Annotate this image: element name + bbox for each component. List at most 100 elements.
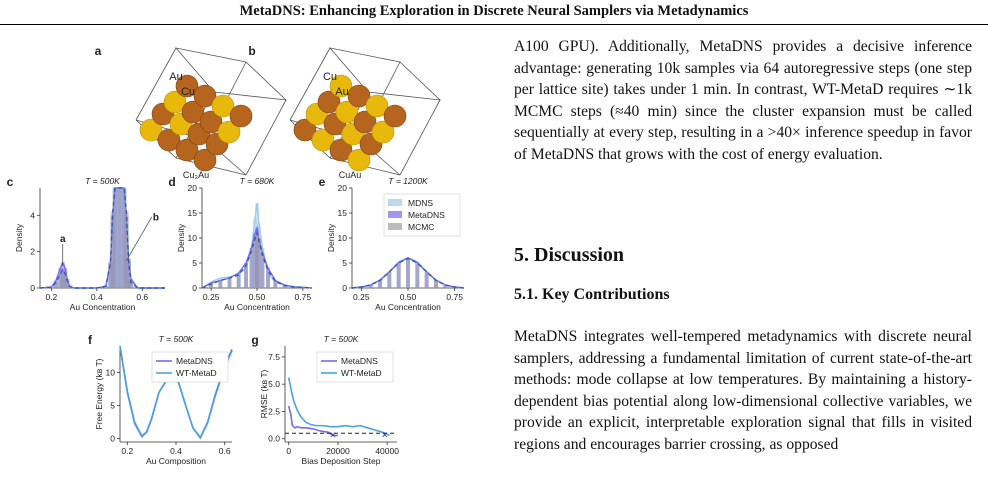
panel-a-structure-label-2: Cu [181, 86, 195, 98]
panel-c-bar-mdns [53, 282, 59, 288]
panel-d-bar-metadns [218, 280, 223, 288]
panel-c-bar-metadns [53, 280, 59, 288]
panel-d-y-tick-label: 0 [192, 283, 197, 293]
panel-e-legend-swatch [388, 211, 402, 218]
section-heading: 5. Discussion [514, 244, 625, 266]
panel-d-title: T = 680K [240, 176, 275, 186]
panel-b-structure-cu-atom [383, 104, 407, 128]
panel-g-y-tick-label: 0.0 [268, 434, 280, 444]
panel-g-x-tick-label: 0 [286, 446, 291, 456]
panel-e-x-tick-label: 0.50 [400, 292, 417, 302]
panel-g-y-label: RMSE (kʙ T) [259, 369, 269, 418]
panel-e-bar-mcmc [424, 272, 429, 288]
panel-g-line-wtmetad [287, 377, 390, 437]
panel-f-legend-label: WT-MetaD [176, 368, 217, 378]
panel-e-bar-metadns [415, 262, 420, 288]
panel-b-structure-au-atom [311, 128, 335, 152]
panel-e-bar-mdns [443, 285, 448, 288]
panel-c-x-tick-label: 0.4 [91, 292, 103, 302]
panel-b-structure-au-atom [347, 148, 371, 172]
panel-g-legend [316, 351, 394, 383]
paragraph-2: MetaDNS integrates well-tempered metadyn… [514, 328, 972, 453]
panel-g-y-tick-label: 7.5 [268, 352, 280, 362]
panel-c-bar-mcmc [128, 282, 134, 288]
panel-b-structure-cu-atom [329, 138, 353, 162]
panel-d-bar-mdns [253, 218, 258, 288]
panel-g-chart: 0 20000 40000 0.0 2.5 5.0 7.5 RMSE (kʙ T) Bias D… [251, 333, 399, 466]
panel-e-bar-mdns [396, 262, 401, 288]
panel-c-bar-mdns [110, 224, 115, 288]
panel-d-bar-metadns [256, 238, 261, 288]
panel-c-line-mcmc [39, 187, 165, 289]
panel-e-y-tick-label: 5 [342, 258, 347, 268]
panel-e-y-tick-label: 10 [338, 233, 348, 243]
panel-e-chart: 0.25 0.50 0.75 0 5 10 15 20 Density Au Concentrat… [319, 175, 465, 312]
panel-c-bar-mdns [126, 260, 131, 288]
panel-d-letter: d [168, 175, 175, 189]
panel-c-annotation-b-arrow [126, 216, 153, 261]
panel-d-bar-mcmc [218, 280, 223, 288]
panel-c-bar-metadns [112, 188, 118, 288]
panel-b-structure-cu-atom [347, 84, 371, 108]
panel-f-x-label: Au Composition [146, 456, 206, 466]
panel-c-bar-mcmc [124, 211, 129, 288]
panel-d-y-tick-label: 15 [188, 208, 198, 218]
panel-e-y-tick-label: 20 [338, 183, 348, 193]
panel-a-structure-cu-atom [175, 74, 199, 98]
panel-d-bar-mdns [218, 278, 223, 288]
panel-c-bar-mcmc [53, 282, 59, 288]
panel-d-bar-mdns [249, 248, 254, 288]
panel-c-y-label: Density [14, 223, 24, 252]
panel-d-y-label: Density [176, 223, 186, 252]
panel-c-annotation-b: b [153, 213, 159, 224]
panel-c-bar-mcmc [126, 262, 131, 288]
panel-d-bar-metadns [266, 268, 270, 288]
panel-d-bar-mcmc [244, 265, 248, 288]
panel-a-structure-cu-atom [193, 84, 217, 108]
panel-b-structure-box-edge [399, 99, 441, 176]
panel-c-bar-metadns [67, 286, 72, 288]
panel-c-bar-metadns [108, 262, 113, 288]
panel-e-bar-metadns [434, 280, 438, 288]
panel-e-x-label: Au Concentration [375, 302, 441, 312]
panel-b-structure-au-atom [371, 120, 395, 144]
panel-d-x-tick-label: 0.75 [295, 292, 312, 302]
panel-d-bar-mcmc [273, 281, 278, 288]
panel-f-title: T = 500K [159, 334, 194, 344]
panel-d-y-tick-label: 10 [188, 233, 198, 243]
panel-d-bar-metadns [253, 233, 258, 288]
panel-a-structure-cu-atom [193, 148, 217, 172]
panel-e-bar-metadns [387, 272, 392, 288]
panel-c-bar-mcmc [49, 287, 54, 288]
panel-c-y-tick-label: 0 [30, 283, 35, 293]
panel-d-bar-mdns [273, 282, 278, 288]
panel-e-bar-mcmc [368, 285, 373, 288]
panel-a-structure-cu-atom [175, 138, 199, 162]
panel-d-bar-mdns [227, 277, 232, 288]
panel-d-bar-mcmc [256, 240, 261, 288]
panel-e-y-label: Density [326, 223, 336, 252]
panel-c-bar-mdns [117, 188, 122, 288]
panel-c-bar-mcmc [121, 188, 127, 288]
panel-e-x-tick-label: 0.25 [353, 292, 370, 302]
panel-d-bar-mdns [244, 268, 248, 288]
panel-b-structure-au-atom [335, 100, 359, 124]
panel-c-chart: 0.2 0.4 0.6 0 2 4 Density Au Concentration T = 5… [7, 175, 165, 312]
panel-c-bar-mdns [67, 286, 72, 288]
panel-c-bar-mdns [112, 188, 118, 288]
panel-e-x-tick-label: 0.75 [446, 292, 463, 302]
panel-b-structure-au-atom [329, 74, 353, 98]
panel-e-letter: e [319, 175, 326, 189]
panel-a-structure-letter: a [95, 44, 102, 58]
panel-c-bar-mcmc [110, 211, 115, 288]
panel-e-legend-label: MetaDNS [408, 210, 445, 220]
panel-f-y-tick-label: 0 [110, 434, 115, 444]
subsection-heading: 5.1. Key Contributions [514, 286, 670, 303]
panel-c-bar-mcmc [65, 280, 70, 288]
panel-c-bar-mdns [115, 188, 120, 288]
panel-g-convergence-marker: × [381, 429, 387, 441]
panel-d-bar-metadns [260, 253, 265, 288]
panel-d-bar-mcmc [249, 250, 254, 288]
